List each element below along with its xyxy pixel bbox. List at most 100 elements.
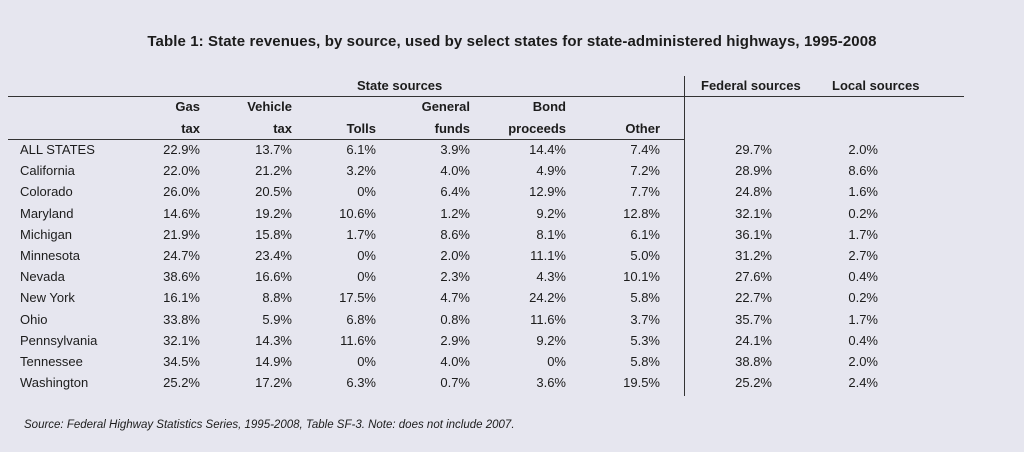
table-cell: 27.6% (735, 269, 772, 285)
table-cell: 0.8% (440, 311, 470, 327)
table-cell: 5.9% (262, 311, 292, 327)
table-cell: 31.2% (735, 248, 772, 263)
column-header-line2: tax (181, 121, 200, 136)
table-cell: 8.6% (848, 163, 878, 179)
table-cell: 12.9% (529, 184, 566, 200)
column-header-line2: funds (434, 121, 470, 136)
table-cell: 17.5% (339, 290, 376, 306)
row-state-label: California (20, 163, 75, 179)
column-header-line2: tax (273, 121, 292, 136)
table-cell: 9.2% (536, 205, 566, 221)
group-header-federal-sources: Federal sources (701, 78, 801, 93)
row-state-label: Washington (20, 375, 89, 391)
column-divider (684, 76, 685, 396)
row-state-label: New York (20, 290, 75, 306)
table-cell: 0.4% (848, 269, 878, 285)
row-state-label: Michigan (20, 226, 73, 242)
table-cell: 3.7% (630, 311, 660, 327)
row-state-label: Colorado (20, 184, 73, 200)
table-cell: 14.3% (255, 332, 292, 348)
table-cell: 38.8% (735, 354, 772, 369)
table-cell: 20.5% (255, 184, 292, 200)
table-cell: 6.4% (440, 184, 470, 200)
table-cell: 36.1% (735, 226, 772, 242)
column-header-line2: Other (625, 121, 660, 136)
table-cell: 38.6% (163, 269, 200, 285)
table-cell: 4.7% (440, 290, 470, 306)
column-header-line2: proceeds (508, 121, 566, 136)
table-cell: 24.1% (735, 332, 772, 348)
row-state-label: Minnesota (20, 248, 80, 263)
table-cell: 2.4% (848, 375, 878, 391)
column-header-line1: Gas (175, 99, 200, 114)
table-cell: 34.5% (163, 354, 200, 369)
table-cell: 4.3% (536, 269, 566, 285)
table-cell: 10.1% (623, 269, 660, 285)
table-cell: 32.1% (163, 332, 200, 348)
table-cell: 0% (357, 184, 376, 200)
column-header-line1: General (421, 99, 470, 114)
table-cell: 2.9% (440, 332, 470, 348)
table-cell: 15.8% (255, 226, 292, 242)
table-cell: 3.9% (440, 142, 470, 157)
table-cell: 26.0% (163, 184, 200, 200)
table-cell: 24.2% (529, 290, 566, 306)
table-cell: 24.7% (163, 248, 200, 263)
table-cell: 8.6% (440, 226, 470, 242)
row-state-label: ALL STATES (20, 142, 95, 157)
table-cell: 17.2% (255, 375, 292, 391)
table-cell: 14.6% (163, 205, 200, 221)
table-cell: 6.1% (346, 142, 376, 157)
table-cell: 1.6% (848, 184, 878, 200)
table-cell: 0.4% (848, 332, 878, 348)
table-cell: 22.9% (163, 142, 200, 157)
table-cell: 2.0% (440, 248, 470, 263)
table-cell: 16.6% (255, 269, 292, 285)
table-cell: 7.2% (630, 163, 660, 179)
table-cell: 11.1% (530, 248, 566, 263)
table-cell: 0% (547, 354, 566, 369)
column-header-line1: Bond (532, 99, 566, 114)
table-cell: 0.7% (440, 375, 470, 391)
table-cell: 7.7% (630, 184, 660, 200)
table-cell: 1.7% (346, 226, 376, 242)
table-cell: 19.2% (255, 205, 292, 221)
table-cell: 2.3% (440, 269, 470, 285)
chart-title: Table 1: State revenues, by source, used… (147, 33, 877, 50)
header-rule (8, 96, 964, 97)
table-cell: 0% (357, 354, 376, 369)
header-bottom-rule (8, 139, 684, 140)
table-cell: 5.8% (630, 354, 660, 369)
table-cell: 14.4% (529, 142, 566, 157)
row-state-label: Tennessee (20, 354, 83, 369)
table-cell: 6.1% (630, 226, 660, 242)
table-cell: 8.8% (262, 290, 292, 306)
table-cell: 28.9% (735, 163, 772, 179)
table-cell: 10.6% (339, 205, 376, 221)
table-cell: 5.8% (630, 290, 660, 306)
table-cell: 21.2% (255, 163, 292, 179)
row-state-label: Pennsylvania (20, 332, 98, 348)
table-cell: 25.2% (163, 375, 200, 391)
table-cell: 24.8% (735, 184, 772, 200)
table-cell: 4.0% (440, 354, 470, 369)
table-cell: 35.7% (735, 311, 772, 327)
table-cell: 13.7% (255, 142, 292, 157)
table-cell: 5.3% (630, 332, 660, 348)
table-cell: 9.2% (536, 332, 566, 348)
table-cell: 25.2% (735, 375, 772, 391)
table-cell: 0% (357, 269, 376, 285)
table-cell: 23.4% (255, 248, 292, 263)
table-cell: 1.7% (848, 226, 878, 242)
table-cell: 11.6% (530, 311, 566, 327)
table-cell: 5.0% (630, 248, 660, 263)
column-header-line1: Vehicle (247, 99, 292, 114)
table-cell: 6.8% (346, 311, 376, 327)
table-cell: 2.7% (848, 248, 878, 263)
table-cell: 12.8% (623, 205, 660, 221)
table-cell: 4.0% (440, 163, 470, 179)
table-cell: 22.0% (163, 163, 200, 179)
row-state-label: Ohio (20, 311, 48, 327)
table-cell: 1.2% (440, 205, 470, 221)
table-cell: 0.2% (848, 205, 878, 221)
